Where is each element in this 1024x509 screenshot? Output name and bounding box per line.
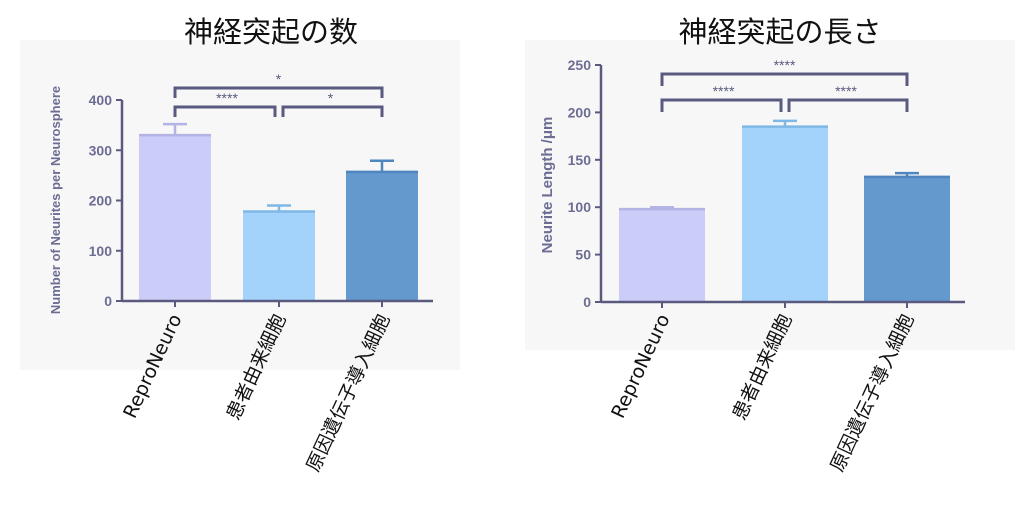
x-axis-ticks bbox=[174, 301, 383, 307]
y-tick-label: 100 bbox=[89, 243, 113, 259]
x-axis-ticks bbox=[661, 302, 908, 308]
bracket-line bbox=[660, 72, 909, 86]
significance-bracket: **** bbox=[787, 83, 909, 112]
y-tick-label: 250 bbox=[568, 57, 592, 73]
error-bar bbox=[619, 205, 705, 211]
y-axis-label: Number of Neurites per Neurosphere bbox=[48, 86, 63, 314]
y-tick-label: 0 bbox=[104, 293, 112, 309]
significance-bracket: * bbox=[281, 90, 384, 117]
y-tick-label: 100 bbox=[568, 199, 592, 215]
significance-label: * bbox=[328, 90, 334, 106]
error-bar bbox=[139, 122, 211, 137]
y-tick-label: 200 bbox=[568, 104, 592, 120]
y-axis-ticks: 0 50 100 150 200 250 bbox=[568, 57, 601, 310]
y-tick-label: 0 bbox=[583, 294, 591, 310]
neurite-length-chart: 神経突起の長さ Neurite Length /μm 0 50 100 150 200 2… bbox=[525, 15, 1015, 475]
bar bbox=[139, 135, 211, 301]
bar bbox=[864, 176, 950, 302]
significance-bracket: * bbox=[173, 71, 384, 98]
bar bbox=[346, 171, 418, 301]
error-bar bbox=[243, 204, 315, 213]
significance-bracket: **** bbox=[173, 90, 277, 117]
bracket-line bbox=[173, 105, 277, 117]
significance-label: **** bbox=[774, 57, 796, 73]
significance-bracket: **** bbox=[660, 57, 909, 86]
bar bbox=[619, 209, 705, 302]
significance-bracket: **** bbox=[660, 83, 783, 112]
y-tick-label: 200 bbox=[89, 193, 113, 209]
chart-title: 神経突起の数 bbox=[184, 15, 358, 49]
y-tick-label: 150 bbox=[568, 152, 592, 168]
bracket-line bbox=[173, 86, 384, 98]
significance-brackets: **** **** **** bbox=[660, 57, 909, 112]
significance-label: **** bbox=[216, 90, 238, 106]
significance-brackets: **** ** bbox=[173, 71, 384, 117]
error-bar-group bbox=[619, 119, 950, 211]
significance-label: **** bbox=[713, 83, 735, 99]
y-axis-label: Neurite Length /μm bbox=[539, 117, 556, 254]
error-bar bbox=[742, 119, 828, 128]
y-axis-ticks: 0 100 200 300 400 bbox=[89, 92, 122, 309]
y-tick-label: 50 bbox=[575, 247, 591, 263]
bar-group bbox=[139, 135, 418, 301]
bar-group bbox=[619, 126, 950, 303]
error-bar bbox=[864, 171, 950, 179]
bar bbox=[742, 126, 828, 303]
significance-label: **** bbox=[835, 83, 857, 99]
y-tick-label: 300 bbox=[89, 142, 113, 158]
neurite-count-chart: 神経突起の数 Number of Neurites per Neurospher… bbox=[20, 15, 460, 475]
error-bar-group bbox=[139, 122, 418, 213]
chart-title: 神経突起の長さ bbox=[678, 15, 881, 49]
error-bar bbox=[346, 159, 418, 174]
bracket-line bbox=[787, 98, 909, 112]
y-tick-label: 400 bbox=[89, 92, 113, 108]
significance-label: * bbox=[276, 71, 282, 87]
bracket-line bbox=[281, 105, 384, 117]
bar bbox=[243, 211, 315, 301]
bracket-line bbox=[660, 98, 783, 112]
